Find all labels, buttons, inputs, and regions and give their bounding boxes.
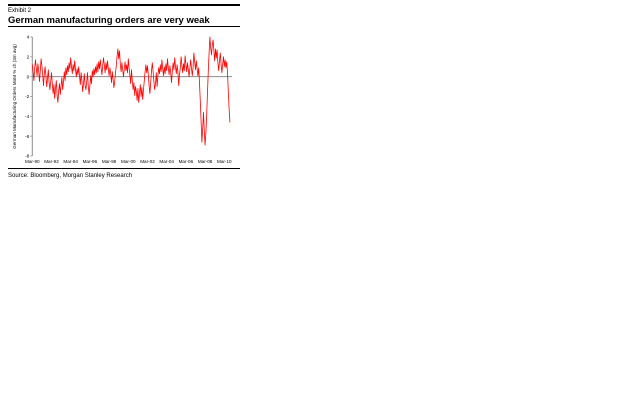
y-tick-label: 4 xyxy=(27,35,30,41)
exhibit-label: Exhibit 2 xyxy=(8,8,32,14)
x-tick-label: Mar-90 xyxy=(25,159,40,164)
title-rule xyxy=(8,26,240,27)
top-rule xyxy=(8,4,240,6)
x-tick-label: Mar-06 xyxy=(179,159,194,164)
y-tick-label: 0 xyxy=(27,74,30,80)
series-line xyxy=(31,36,231,146)
y-tick-label: -8 xyxy=(25,154,30,160)
y-tick-label: -6 xyxy=(25,134,30,140)
source-note: Source: Bloomberg, Morgan Stanley Resear… xyxy=(8,173,133,179)
page-title: German manufacturing orders are very wea… xyxy=(8,15,210,26)
y-tick-label: -2 xyxy=(25,94,30,100)
bottom-rule xyxy=(8,168,240,169)
x-tick-label: Mar-98 xyxy=(102,159,117,164)
x-tick-label: Mar-04 xyxy=(159,159,174,164)
orders-line-chart: 4 2 0 -2 -4 -6 -8 Mar-90 Mar-92 Mar-94 Mar-96 Mar-9… xyxy=(8,30,240,166)
y-tick-label: -4 xyxy=(25,114,30,120)
x-tick-label: Mar-92 xyxy=(44,159,59,164)
x-tick-label: Mar-10 xyxy=(217,159,232,164)
x-tick-label: Mar-02 xyxy=(140,159,155,164)
x-tick-label: Mar-94 xyxy=(63,159,78,164)
x-tick-label: Mar-96 xyxy=(83,159,98,164)
x-tick-label: Mar-00 xyxy=(121,159,136,164)
y-tick-label: 2 xyxy=(27,55,30,61)
y-axis-title: German Manufacturing Orders MoM % ch (3m… xyxy=(12,44,17,149)
x-tick-label: Mar-08 xyxy=(198,159,213,164)
